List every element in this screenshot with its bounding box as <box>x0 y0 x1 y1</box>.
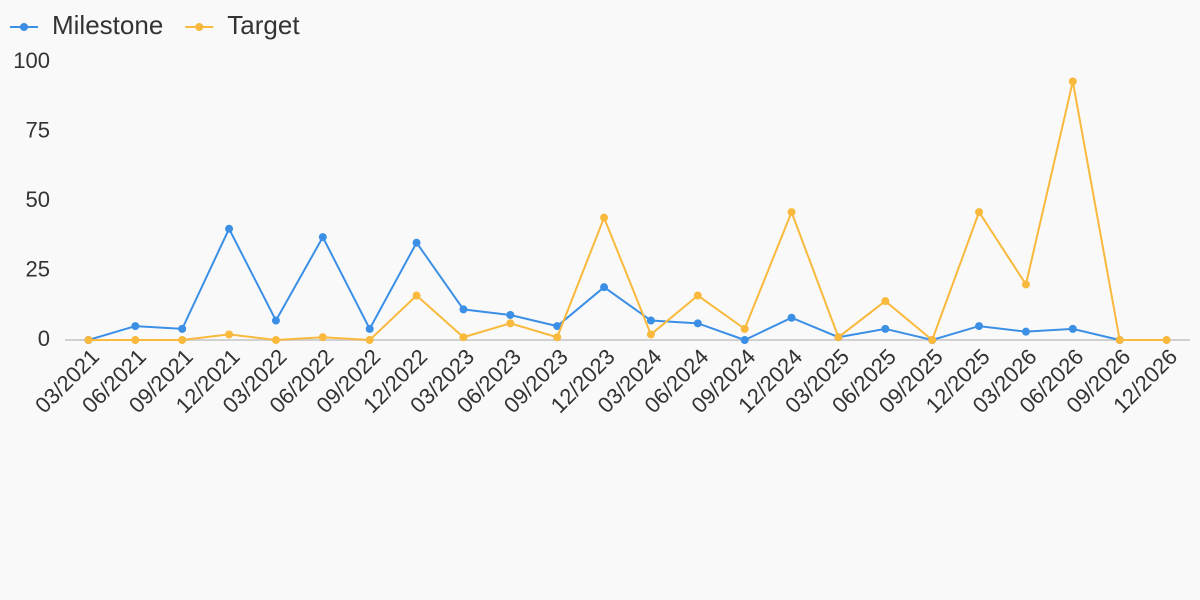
data-point <box>318 233 327 242</box>
data-point <box>459 333 468 342</box>
legend-marker <box>195 23 204 31</box>
data-point <box>1162 336 1171 344</box>
y-tick-label: 100 <box>13 48 50 73</box>
data-point <box>646 330 655 339</box>
data-point <box>928 336 937 344</box>
data-point <box>1068 77 1077 86</box>
data-point <box>131 322 140 331</box>
data-point <box>693 319 702 328</box>
data-point <box>506 319 515 328</box>
data-point <box>318 333 327 342</box>
y-tick-label: 25 <box>26 256 50 281</box>
data-point <box>178 324 187 333</box>
data-point <box>975 322 984 331</box>
data-point <box>787 313 796 322</box>
data-point <box>881 324 890 333</box>
data-point <box>787 208 796 217</box>
y-tick-label: 0 <box>38 326 50 351</box>
data-point <box>1021 327 1030 336</box>
data-point <box>412 291 421 300</box>
legend-marker <box>20 23 28 31</box>
data-point <box>271 316 280 325</box>
y-tick-label: 75 <box>26 117 50 142</box>
data-point <box>881 297 890 306</box>
data-point <box>553 333 562 342</box>
data-point <box>459 305 468 314</box>
data-point <box>693 291 702 300</box>
data-point <box>1068 324 1077 333</box>
data-point <box>225 224 234 233</box>
data-point <box>975 208 984 217</box>
data-point <box>365 324 374 333</box>
data-point <box>600 283 609 292</box>
series-line <box>88 81 1167 342</box>
data-point <box>600 213 609 222</box>
data-point <box>506 310 515 319</box>
data-point <box>84 336 93 344</box>
data-point <box>646 316 655 325</box>
data-point <box>740 336 749 344</box>
data-point <box>1115 336 1124 344</box>
data-point <box>131 336 140 344</box>
data-point <box>834 333 843 342</box>
data-point <box>225 330 234 339</box>
data-point <box>271 336 280 344</box>
data-point <box>365 336 374 344</box>
data-point <box>740 324 749 333</box>
legend-label: Target <box>227 10 300 40</box>
data-point <box>1021 280 1030 289</box>
y-tick-label: 50 <box>26 187 50 212</box>
data-point <box>412 238 421 247</box>
data-point <box>178 336 187 344</box>
data-point <box>553 322 562 331</box>
legend-label: Milestone <box>52 10 163 40</box>
